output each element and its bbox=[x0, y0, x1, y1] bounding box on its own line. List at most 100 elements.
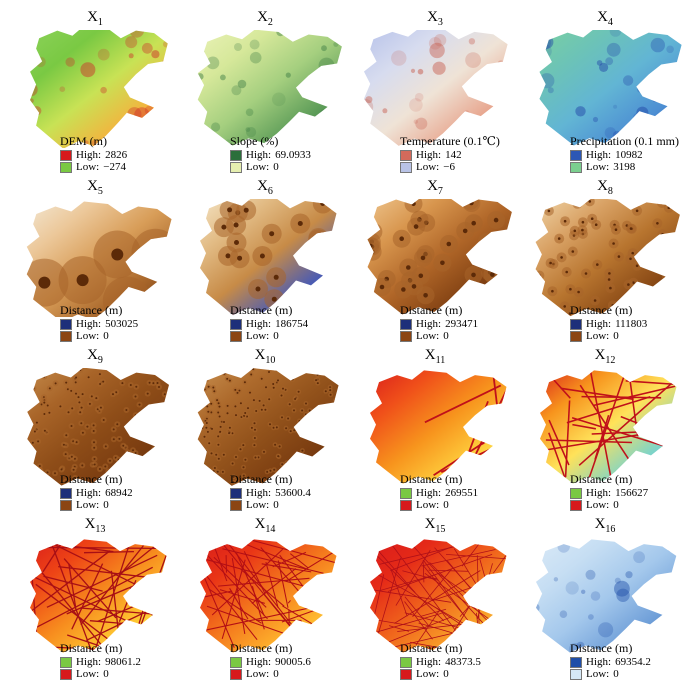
point-source bbox=[446, 241, 452, 247]
road-line bbox=[566, 396, 651, 424]
point-source bbox=[30, 376, 33, 378]
point-source bbox=[271, 296, 277, 302]
legend-low-value: 0 bbox=[443, 330, 449, 342]
point-source bbox=[289, 430, 292, 433]
point-source bbox=[306, 464, 309, 467]
point-source bbox=[219, 425, 222, 428]
buffer-halo bbox=[477, 233, 496, 251]
point-source bbox=[289, 372, 291, 375]
legend-high-label: High: bbox=[586, 149, 612, 161]
buffer-halo bbox=[220, 482, 226, 486]
point-source bbox=[81, 464, 84, 467]
raster-variation bbox=[581, 589, 586, 594]
point-source bbox=[681, 199, 684, 201]
buffer-halo bbox=[149, 428, 156, 435]
buffer-halo bbox=[198, 375, 204, 381]
legend-low-label: Low: bbox=[246, 161, 270, 173]
buffer-halo bbox=[194, 376, 197, 381]
point-source bbox=[104, 465, 107, 468]
buffer-halo bbox=[328, 429, 334, 435]
road-line bbox=[231, 558, 246, 634]
buffer-halo bbox=[535, 246, 540, 257]
road-line bbox=[560, 387, 634, 401]
point-source bbox=[571, 250, 575, 253]
panel-title-subscript: 3 bbox=[437, 17, 443, 28]
point-source bbox=[218, 405, 221, 408]
point-source bbox=[217, 411, 220, 414]
raster-variation bbox=[410, 68, 416, 73]
point-source bbox=[78, 401, 81, 404]
point-source bbox=[677, 277, 680, 280]
point-source bbox=[72, 468, 75, 471]
panel-title-subscript: 5 bbox=[97, 186, 103, 197]
legend-high-row: High: 10982 bbox=[570, 149, 682, 161]
point-source bbox=[95, 397, 98, 400]
legend-title: Distance (m) bbox=[60, 641, 123, 655]
raster-variation bbox=[622, 75, 634, 86]
point-source bbox=[104, 445, 107, 448]
legend-high-row: High: 98061.2 bbox=[60, 656, 172, 668]
buffer-halo bbox=[497, 237, 512, 256]
map-panel: X11 Distance (m) High: 269551 Low: 0 bbox=[350, 346, 520, 515]
panel-title: X3 bbox=[350, 8, 520, 32]
raster-variation bbox=[30, 136, 45, 148]
road-line bbox=[461, 543, 480, 567]
raster-variation bbox=[604, 127, 617, 139]
raster-variation bbox=[468, 38, 476, 45]
point-source bbox=[46, 471, 49, 474]
point-source bbox=[149, 434, 152, 437]
buffer-halo bbox=[673, 273, 680, 284]
map-panel: X10 Distance (m) High: 53600.4 Low: 0 bbox=[180, 346, 350, 515]
point-source bbox=[340, 371, 342, 373]
buffer-halo bbox=[318, 410, 324, 416]
legend-low-row: Low: 0 bbox=[230, 161, 342, 173]
buffer-halo bbox=[294, 461, 300, 467]
legend-high-label: High: bbox=[416, 318, 442, 330]
study-region bbox=[200, 539, 337, 653]
point-source bbox=[99, 406, 102, 409]
legend-high-swatch bbox=[230, 318, 242, 330]
point-source bbox=[371, 229, 376, 235]
legend-high-swatch bbox=[570, 318, 582, 330]
point-source bbox=[70, 389, 73, 392]
map-raster bbox=[200, 539, 337, 653]
point-source bbox=[590, 217, 594, 220]
legend-high-row: High: 48373.5 bbox=[400, 656, 512, 668]
legend-low-row: Low: −6 bbox=[400, 161, 512, 173]
point-source bbox=[330, 431, 333, 434]
point-source bbox=[274, 443, 277, 446]
raster-variation bbox=[633, 551, 645, 564]
raster-variation bbox=[153, 96, 160, 104]
road-line bbox=[80, 545, 145, 626]
legend-high-label: High: bbox=[416, 656, 442, 668]
road-line bbox=[335, 599, 337, 622]
buffer-halo bbox=[197, 444, 199, 450]
legend-low-swatch bbox=[570, 161, 582, 173]
raster-variation bbox=[614, 577, 621, 584]
point-source bbox=[208, 442, 211, 445]
legend-high-value: 98061.2 bbox=[105, 656, 141, 668]
point-source bbox=[664, 263, 668, 266]
point-source bbox=[490, 272, 495, 277]
legend-high-swatch bbox=[570, 656, 582, 668]
point-source bbox=[111, 371, 114, 374]
point-source bbox=[54, 472, 56, 475]
point-source bbox=[228, 432, 231, 435]
raster-variation bbox=[231, 85, 242, 96]
road-line bbox=[86, 609, 151, 641]
raster-variation bbox=[245, 127, 251, 132]
legend-high-row: High: 156627 bbox=[570, 487, 682, 499]
buffer-halo bbox=[197, 456, 200, 462]
buffer-halo bbox=[27, 461, 32, 468]
point-source bbox=[285, 427, 288, 430]
map-raster bbox=[30, 539, 167, 653]
point-source bbox=[163, 393, 166, 396]
raster-variation bbox=[504, 91, 508, 103]
buffer-halo bbox=[325, 461, 331, 467]
road-line bbox=[211, 548, 284, 616]
point-source bbox=[219, 430, 222, 433]
point-source bbox=[243, 207, 249, 213]
legend-high-row: High: 69.0933 bbox=[230, 149, 342, 161]
raster-variation bbox=[664, 624, 674, 634]
point-source bbox=[253, 444, 256, 447]
